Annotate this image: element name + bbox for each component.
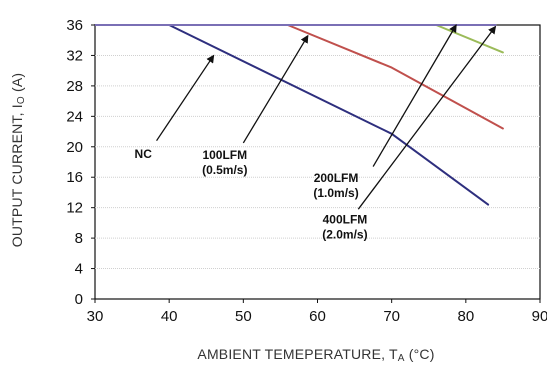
x-tick-label: 90 <box>532 308 547 325</box>
annotation-arrow <box>357 25 497 210</box>
y-tick-label: 36 <box>66 17 83 34</box>
x-axis-title: AMBIENT TEMEPERATURE, TA (°C) <box>197 346 434 364</box>
y-tick-label: 8 <box>75 230 83 247</box>
annotation-arrow <box>242 34 309 144</box>
annotation-label-line: 400LFM <box>323 213 368 227</box>
annotation-label-line: (0.5m/s) <box>202 163 247 177</box>
y-tick-label: 32 <box>66 47 83 64</box>
y-tick-label: 0 <box>75 291 83 308</box>
annotation-label: 200LFM (1.0m/s) <box>313 171 358 200</box>
y-tick-label: 24 <box>66 108 83 125</box>
plot-area <box>94 24 541 300</box>
y-axis-title: OUTPUT CURRENT, IO (A) <box>9 73 27 248</box>
x-tick-label: 50 <box>235 308 252 325</box>
y-tick-label: 12 <box>66 200 83 217</box>
annotation-arrow <box>156 54 215 142</box>
plot-frame <box>94 24 541 300</box>
annotation-label: 100LFM (0.5m/s) <box>202 148 247 177</box>
annotation-arrow <box>372 24 457 167</box>
x-tick-label: 30 <box>87 308 104 325</box>
annotation-label-line: NC <box>135 147 153 161</box>
grid-lines <box>95 54 540 270</box>
y-tick-label: 16 <box>66 169 83 186</box>
annotation-label-line: (2.0m/s) <box>322 228 367 242</box>
annotation-label-line: (1.0m/s) <box>313 186 358 200</box>
x-tick-label: 60 <box>309 308 326 325</box>
y-tick-label: 28 <box>66 78 83 95</box>
annotation-label: NC <box>135 147 153 161</box>
annotation-label: 400LFM (2.0m/s) <box>322 213 367 242</box>
series-lines <box>94 24 504 206</box>
x-tick-label: 80 <box>457 308 474 325</box>
y-tick-label: 20 <box>66 139 83 156</box>
annotations: NC 100LFM (0.5m/s) 200LFM (1.0m/s) 400LFM (2.0… <box>135 24 497 242</box>
x-tick-label: 70 <box>383 308 400 325</box>
tick-labels: 30 40 50 60 70 80 90 0 4 8 12 16 20 24 28 32 36 <box>66 17 547 325</box>
y-tick-label: 4 <box>75 261 83 278</box>
annotation-label-line: 100LFM <box>202 148 247 162</box>
x-tick-label: 40 <box>161 308 178 325</box>
annotation-label-line: 200LFM <box>314 171 359 185</box>
